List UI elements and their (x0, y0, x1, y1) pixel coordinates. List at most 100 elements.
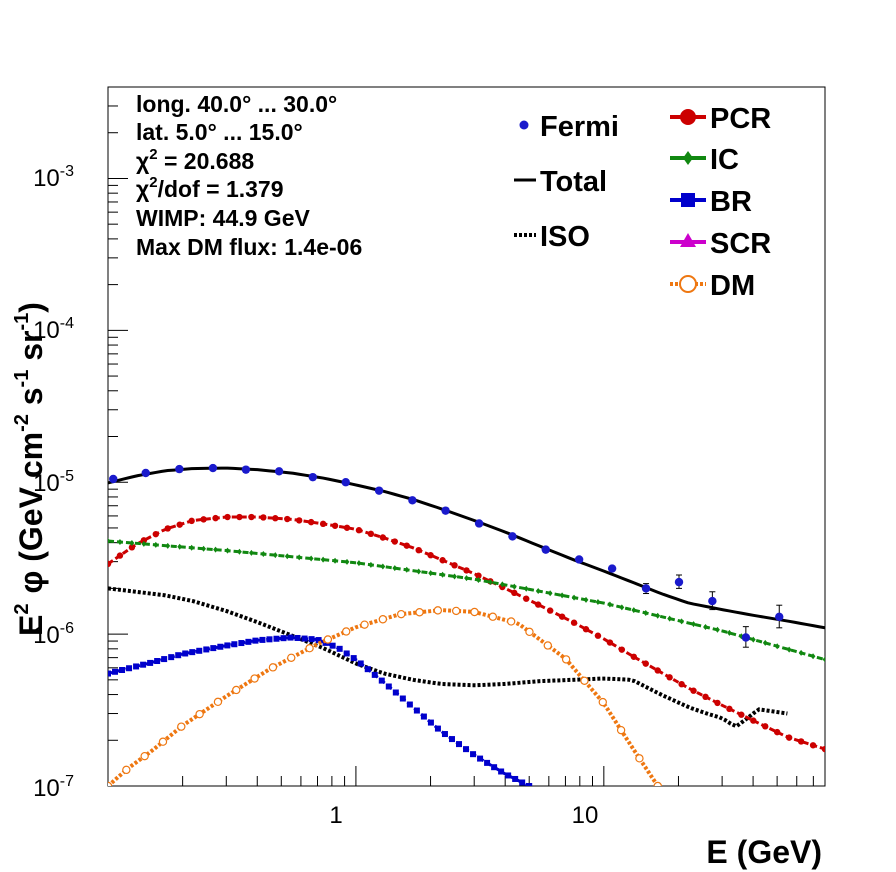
series-marker-br (175, 652, 182, 659)
series-marker-pcr (116, 552, 124, 559)
series-marker-ic (703, 623, 708, 630)
series-marker-ic (488, 579, 493, 586)
series-marker-br (119, 667, 126, 674)
series-marker-pcr (284, 515, 291, 523)
series-marker-ic (237, 548, 242, 555)
fermi-point (109, 474, 118, 484)
series-marker-br (231, 641, 238, 648)
series-marker-dm (415, 608, 424, 617)
fermi-point (441, 506, 450, 515)
series-marker-ic (308, 555, 314, 562)
y-axis-ticks (108, 86, 128, 787)
series-marker-br (463, 746, 470, 753)
y-tick-label-1e-6: 10-6 (33, 620, 74, 649)
series-marker-br (427, 719, 434, 726)
series-total (108, 466, 825, 630)
series-marker-ic (786, 646, 792, 653)
info-max-dm-flux: Max DM flux: 1.4e-06 (136, 234, 362, 260)
series-marker-dm (108, 781, 113, 786)
series-marker-ic (559, 592, 565, 599)
x-tick-label-1: 1 (329, 802, 342, 829)
legend-ic-label: IC (710, 144, 739, 176)
fit-info-box: long. 40.0° ... 30.0° lat. 5.0° ... 15.0… (136, 91, 362, 260)
series-marker-pcr (355, 527, 363, 534)
series-line-iso (108, 586, 788, 729)
series-marker-br (238, 640, 245, 647)
series-marker-pcr (726, 705, 733, 713)
fermi-point (775, 612, 784, 622)
series-marker-ic (535, 587, 541, 594)
series-marker-pcr (108, 560, 112, 568)
series-marker-pcr (475, 572, 482, 579)
series-marker-pcr (738, 711, 745, 718)
series-marker-br (168, 654, 175, 661)
series-marker-dm (342, 627, 351, 636)
fermi-point (241, 465, 251, 474)
series-marker-pcr (307, 518, 315, 526)
series-marker-pcr (272, 515, 279, 522)
fermi-data-layer (109, 463, 784, 648)
series-marker-pcr (523, 595, 530, 602)
series-marker-ic (201, 545, 206, 552)
series-marker-br (441, 731, 448, 738)
fermi-point (674, 577, 684, 587)
series-marker-br (512, 775, 519, 782)
series-marker-pcr (690, 687, 697, 694)
series-marker-ic (356, 560, 362, 567)
series-marker-pcr (666, 674, 673, 681)
info-wimp: WIMP: 44.9 GeV (136, 205, 310, 231)
series-marker-br (456, 741, 463, 748)
series-marker-ic (762, 639, 768, 646)
series-ic (108, 538, 825, 663)
series-marker-br (498, 768, 505, 775)
y-tick-label-1e-5: 10-5 (33, 468, 74, 497)
series-marker-br (385, 683, 392, 690)
series-marker-br (505, 772, 512, 779)
legend-fermi-marker (519, 120, 529, 130)
series-marker-pcr (546, 607, 554, 614)
fermi-point (641, 584, 651, 593)
series-marker-pcr (750, 717, 757, 724)
series-marker-br (126, 665, 133, 672)
series-marker-pcr (774, 728, 781, 736)
series-marker-br (196, 647, 203, 654)
series-marker-br (392, 689, 399, 696)
series-marker-pcr (570, 619, 578, 626)
legend-fermi-label: Fermi (540, 111, 619, 143)
series-marker-dm (543, 641, 553, 650)
series-marker-br (308, 636, 315, 643)
series-marker-ic (416, 568, 422, 575)
series-marker-ic (452, 573, 457, 580)
series-line-dm (108, 608, 660, 786)
series-marker-pcr (248, 513, 255, 521)
series-marker-pcr (212, 514, 219, 522)
series-marker-ic (631, 607, 637, 614)
series-marker-br (484, 759, 491, 766)
series-marker-pcr (224, 513, 231, 521)
series-marker-br (477, 755, 484, 762)
series-marker-pcr (427, 552, 434, 559)
legend-br-label: BR (710, 186, 752, 218)
series-marker-pcr (714, 699, 721, 707)
x-axis-ticks (107, 766, 814, 786)
fermi-point (341, 478, 350, 487)
fermi-point (374, 486, 384, 495)
series-marker-br (371, 671, 378, 678)
series-marker-ic (643, 609, 649, 616)
series-marker-br (448, 736, 455, 743)
info-chi2-dof: χ2/dof = 1.379 (136, 174, 284, 202)
series-br (108, 634, 533, 786)
legend-dm-marker (679, 275, 697, 293)
series-marker-br (161, 656, 168, 663)
series-marker-ic (380, 563, 386, 570)
series-marker-ic (464, 575, 469, 582)
series-marker-br (147, 659, 154, 666)
series-marker-br (301, 635, 308, 642)
fermi-point (175, 464, 184, 474)
series-marker-ic (332, 557, 338, 564)
series-iso (108, 586, 788, 729)
series-marker-dm (232, 685, 241, 695)
series-marker-br (252, 637, 259, 644)
series-marker-ic (177, 543, 183, 550)
